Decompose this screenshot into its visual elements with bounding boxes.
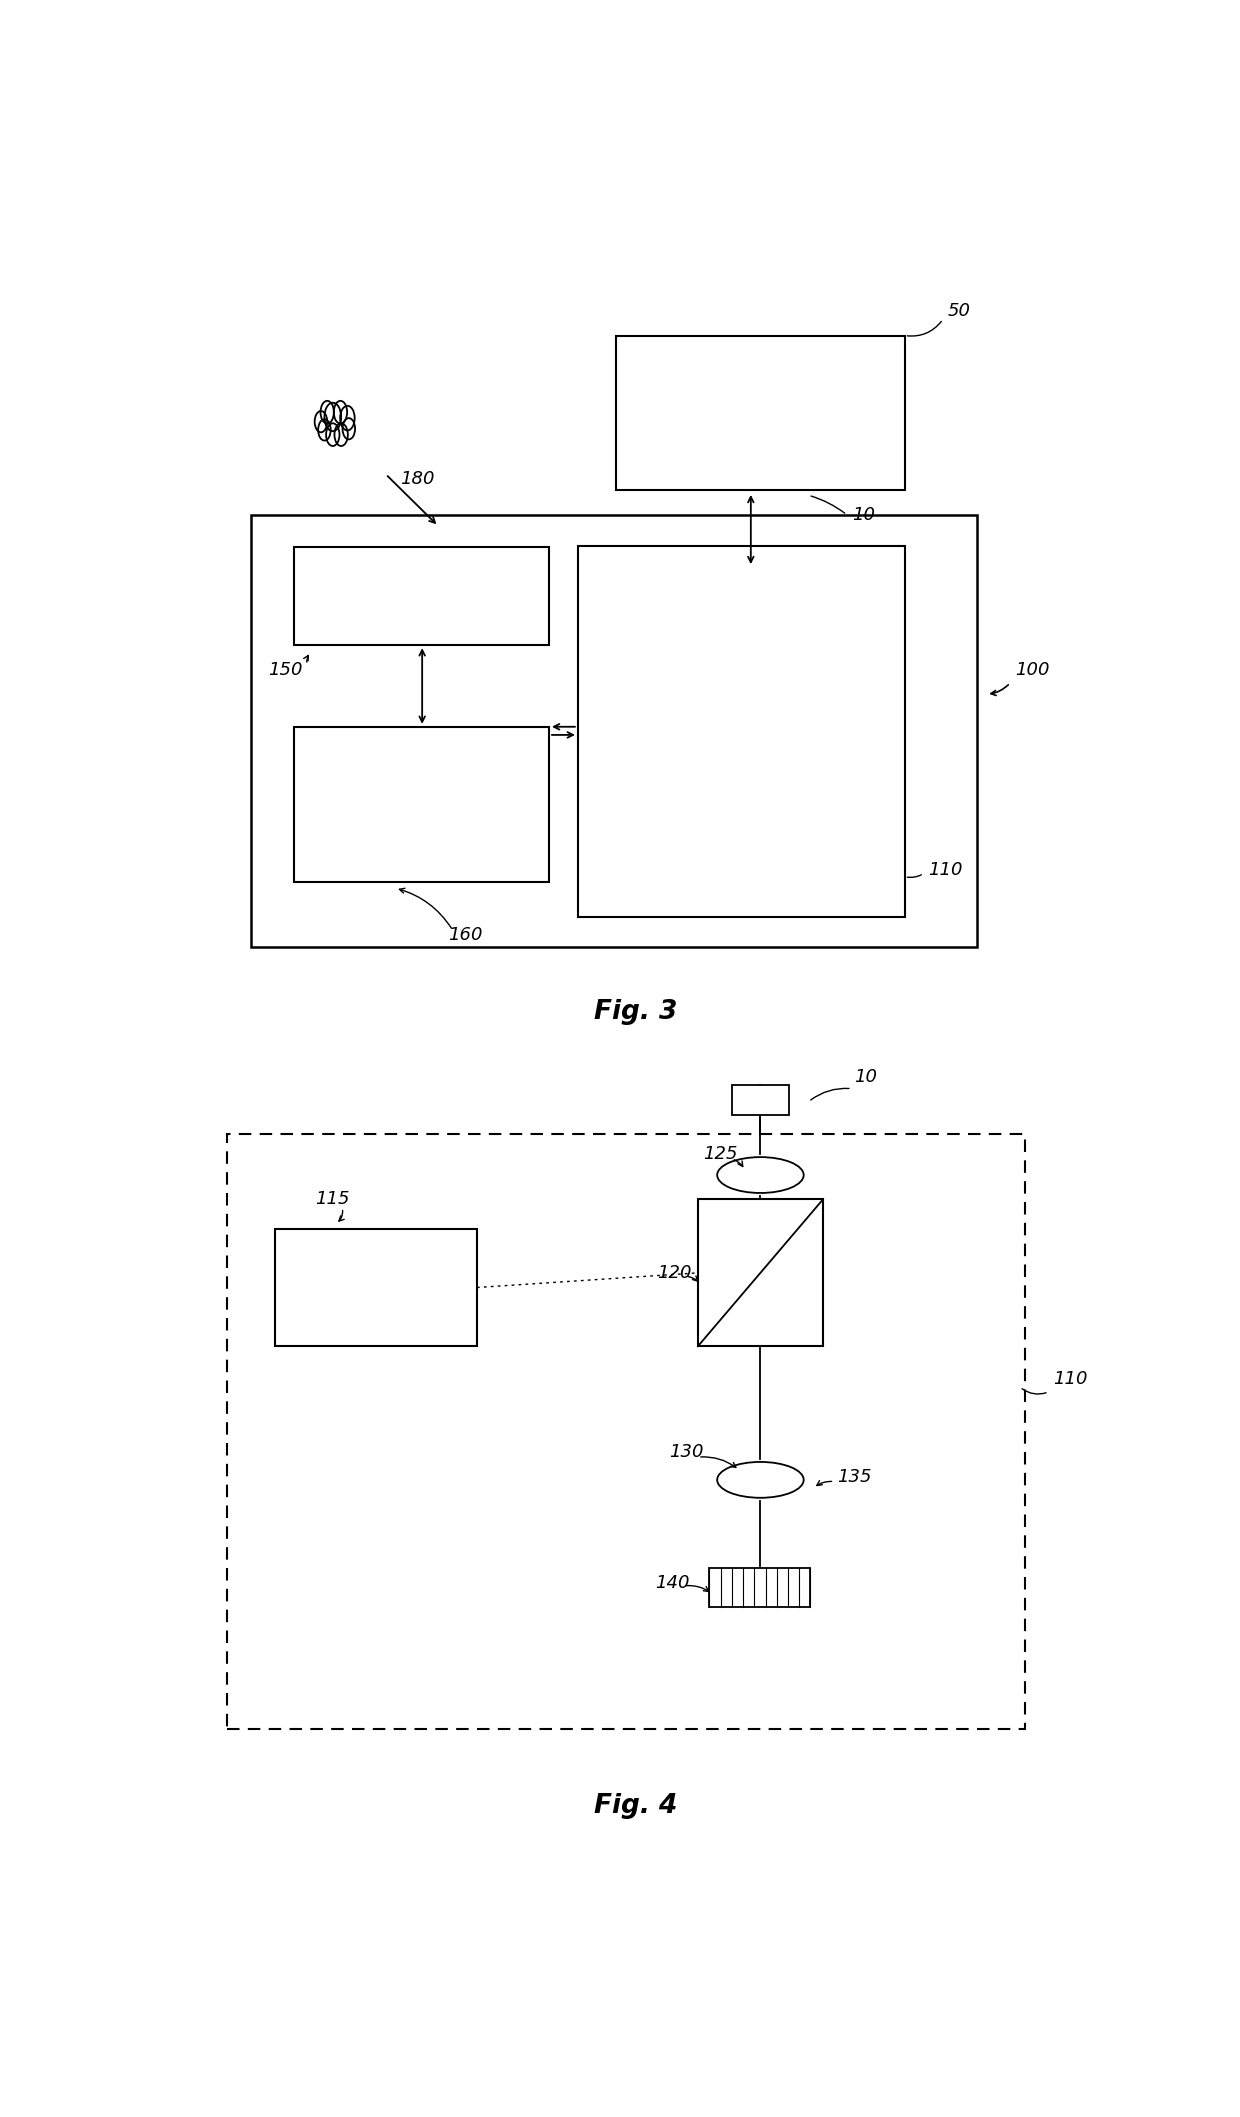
Bar xyxy=(578,546,904,917)
Bar xyxy=(732,1086,789,1116)
Circle shape xyxy=(334,400,347,423)
Bar xyxy=(709,1569,811,1607)
Circle shape xyxy=(335,423,348,447)
Text: Fig. 4: Fig. 4 xyxy=(594,1793,677,1819)
Circle shape xyxy=(315,411,327,432)
Text: 10: 10 xyxy=(854,1069,878,1086)
Bar xyxy=(698,1200,823,1346)
Text: 10: 10 xyxy=(852,506,874,523)
Text: 140: 140 xyxy=(655,1573,689,1592)
Text: 115: 115 xyxy=(315,1190,350,1209)
Circle shape xyxy=(320,400,334,423)
Bar xyxy=(294,726,549,881)
Bar xyxy=(294,548,549,646)
Bar xyxy=(616,337,905,491)
Circle shape xyxy=(340,406,355,430)
Text: 180: 180 xyxy=(401,470,434,489)
Circle shape xyxy=(342,419,355,440)
Text: 160: 160 xyxy=(448,927,482,944)
Text: 110: 110 xyxy=(929,862,963,879)
Text: 50: 50 xyxy=(947,303,971,320)
Text: 135: 135 xyxy=(837,1467,872,1486)
Text: 130: 130 xyxy=(670,1444,703,1461)
Text: 120: 120 xyxy=(657,1264,691,1283)
Bar xyxy=(275,1228,477,1346)
Text: 100: 100 xyxy=(1016,661,1049,680)
Text: Fig. 3: Fig. 3 xyxy=(594,999,677,1025)
Text: 110: 110 xyxy=(1054,1370,1087,1389)
Ellipse shape xyxy=(717,1463,804,1499)
Bar xyxy=(250,514,977,946)
Circle shape xyxy=(325,402,341,432)
Text: 125: 125 xyxy=(703,1145,738,1162)
Bar xyxy=(227,1135,1024,1730)
Circle shape xyxy=(326,423,340,447)
Circle shape xyxy=(319,419,331,440)
Text: 150: 150 xyxy=(268,661,303,680)
Ellipse shape xyxy=(717,1158,804,1194)
